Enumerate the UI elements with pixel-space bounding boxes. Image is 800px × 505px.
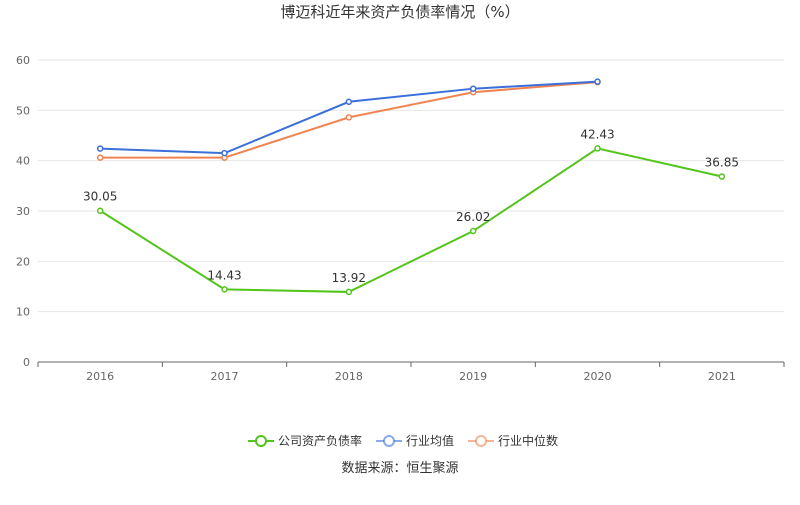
data-point[interactable] xyxy=(96,145,104,152)
data-label: 13.92 xyxy=(332,271,366,285)
series-行业均值 xyxy=(96,78,601,157)
y-tick-label: 40 xyxy=(16,155,30,168)
y-tick-label: 30 xyxy=(16,205,30,218)
series-lines xyxy=(96,78,726,296)
data-point[interactable] xyxy=(594,78,601,85)
x-tick-label: 2017 xyxy=(211,370,239,383)
legend-item-1[interactable]: 公司资产负债率 xyxy=(248,433,362,448)
data-source-note: 数据来源：恒生聚源 xyxy=(341,461,458,476)
data-labels: 30.05 14.43 13.92 26.02 42.43 36.85 xyxy=(83,127,739,285)
series-行业中位数 xyxy=(96,78,601,161)
series-line xyxy=(99,147,723,293)
data-point[interactable] xyxy=(345,114,353,121)
legend-marker xyxy=(383,435,395,447)
legend[interactable]: 公司资产负债率 行业均值 行业中位数 xyxy=(248,433,558,448)
data-point[interactable] xyxy=(345,98,353,106)
legend-item-2[interactable]: 行业均值 xyxy=(376,433,454,448)
x-tick-label: 2019 xyxy=(459,370,487,383)
data-point[interactable] xyxy=(96,154,104,161)
legend-label: 公司资产负债率 xyxy=(278,433,362,448)
data-point[interactable] xyxy=(96,207,104,214)
legend-marker xyxy=(475,435,487,447)
data-point[interactable] xyxy=(469,85,477,92)
x-tick-label: 2018 xyxy=(335,370,363,383)
data-point[interactable] xyxy=(221,286,228,293)
data-point[interactable] xyxy=(594,145,601,152)
y-tick-label: 60 xyxy=(16,54,30,67)
data-label: 26.02 xyxy=(456,210,490,224)
chart-title: 博迈科近年来资产负债率情况（%） xyxy=(280,3,519,21)
x-tick-label: 2016 xyxy=(86,370,114,383)
legend-label: 行业均值 xyxy=(406,433,454,448)
data-point[interactable] xyxy=(221,149,228,157)
data-label: 14.43 xyxy=(207,268,241,282)
legend-item-3[interactable]: 行业中位数 xyxy=(468,433,558,448)
y-tick-label: 10 xyxy=(16,306,30,319)
data-label: 42.43 xyxy=(580,127,614,141)
x-tick-label: 2020 xyxy=(584,370,612,383)
y-tick-label: 0 xyxy=(23,356,30,369)
axes: 0 10 20 30 40 50 60 2016 2017 2018 2019 2020 2021 xyxy=(16,54,785,383)
legend-label: 行业中位数 xyxy=(498,433,558,448)
data-label: 36.85 xyxy=(705,156,739,170)
data-point[interactable] xyxy=(345,288,353,296)
data-label: 30.05 xyxy=(83,190,117,204)
x-tick-label: 2021 xyxy=(708,370,736,383)
y-tick-label: 50 xyxy=(16,104,30,117)
series-公司资产负债率 xyxy=(96,145,726,296)
y-tick-label: 20 xyxy=(16,255,30,268)
data-point[interactable] xyxy=(469,227,477,235)
data-point[interactable] xyxy=(718,173,726,180)
grid-lines xyxy=(38,59,784,313)
legend-marker xyxy=(255,435,267,447)
